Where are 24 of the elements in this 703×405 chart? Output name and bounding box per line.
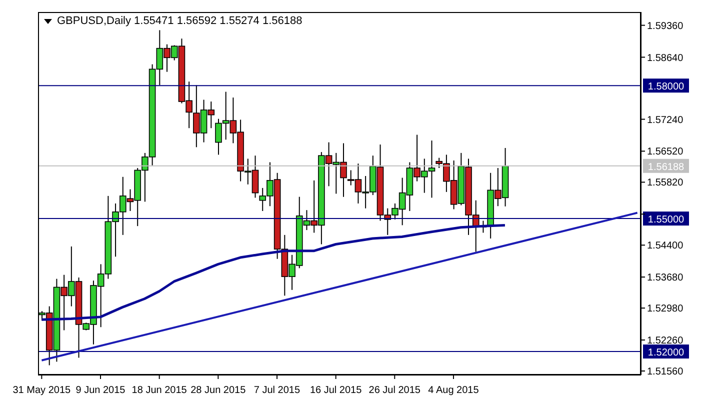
ref-line-label: 1.52000 [648,348,685,359]
chart-title: GBPUSD,Daily 1.55471 1.56592 1.55274 1.56188 [57,15,302,27]
y-tick-label: 1.52980 [647,304,684,315]
x-tick-label: 18 Jun 2015 [132,385,188,396]
x-tick-label: 26 Jul 2015 [368,385,421,396]
x-tick-label: 7 Jul 2015 [254,385,300,396]
ref-line-label: 1.56188 [648,162,685,173]
ref-line-label: 1.58000 [648,82,685,93]
y-tick-label: 1.52260 [647,336,684,347]
line-series [40,224,506,321]
y-tick-label: 1.51560 [647,366,684,378]
y-tick-label: 1.55820 [647,178,684,189]
y-tick-label: 1.59360 [647,20,684,32]
x-tick-label: 28 Jun 2015 [190,385,246,396]
x-tick-label: 4 Aug 2015 [428,385,480,396]
x-tick-label: 16 Jul 2015 [310,385,362,396]
y-tick-label: 1.56520 [647,146,684,158]
ref-line-label: 1.55000 [648,214,685,226]
y-tick-label: 1.53680 [647,272,684,284]
x-tick-label: 9 Jun 2015 [76,385,126,396]
y-tick-label: 1.58640 [647,52,684,64]
y-tick-label: 1.57240 [647,114,684,126]
x-tick-label: 31 May 2015 [12,385,72,396]
y-tick-label: 1.54400 [647,240,684,252]
